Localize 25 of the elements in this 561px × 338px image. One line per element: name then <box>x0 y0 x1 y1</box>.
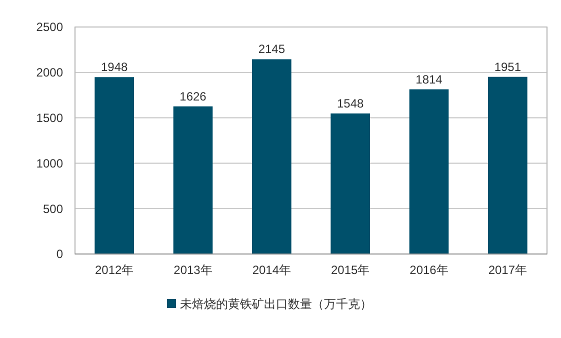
x-tick-label: 2013年 <box>174 263 212 277</box>
bar <box>252 59 292 254</box>
x-tick-label: 2017年 <box>488 263 528 277</box>
bar <box>94 77 134 254</box>
y-tick-label: 0 <box>56 247 64 262</box>
bar <box>330 113 370 254</box>
y-tick-label: 2500 <box>36 20 64 34</box>
data-label: 1548 <box>336 96 364 110</box>
data-label: 1814 <box>416 72 443 86</box>
x-tick-label: 2014年 <box>252 263 292 277</box>
x-tick-label: 2015年 <box>330 263 370 277</box>
bar <box>488 76 528 254</box>
y-tick-label: 1500 <box>36 111 64 125</box>
data-label: 1951 <box>494 60 522 74</box>
bar <box>409 89 449 254</box>
x-tick-label: 2012年 <box>94 263 134 277</box>
y-tick-label: 1000 <box>36 156 64 170</box>
data-label: 1948 <box>100 60 128 74</box>
y-tick-label: 2000 <box>36 66 64 80</box>
legend-label: 未焙烧的黄铁矿出口数量（万千克） <box>180 297 372 312</box>
data-label: 2145 <box>258 42 286 56</box>
x-tick-label: 2016年 <box>410 263 448 277</box>
bar <box>173 106 213 254</box>
data-label: 1626 <box>180 89 207 104</box>
y-tick-label: 500 <box>42 202 64 216</box>
